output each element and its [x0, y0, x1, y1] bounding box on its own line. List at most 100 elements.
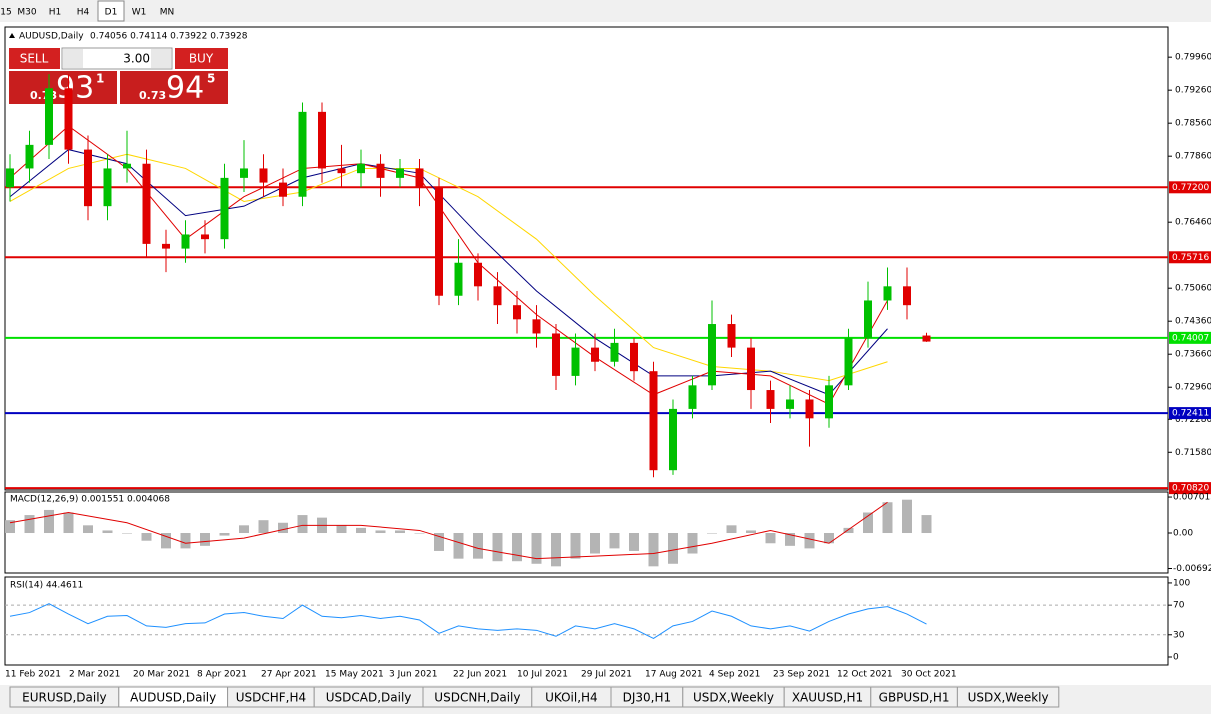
tab[interactable] [956, 686, 1060, 708]
candle-body [415, 168, 424, 188]
tab-label[interactable]: XAUUSD,H1 [792, 691, 863, 705]
tab-label[interactable]: USDCAD,Daily [326, 691, 412, 705]
candle-body [259, 168, 268, 183]
candle-body [103, 168, 112, 207]
level-label: 0.74007 [1172, 333, 1209, 343]
candle-body [766, 390, 775, 409]
timeframe-button[interactable] [126, 1, 152, 21]
date-label: 2 Mar 2021 [69, 670, 120, 680]
date-label: 10 Jul 2021 [517, 670, 568, 680]
tab-label[interactable]: GBPUSD,H1 [879, 691, 950, 705]
trade-panel: SELL 3.00 BUY 0.73 93 1 0.73 94 5 [9, 47, 228, 106]
candle-body [337, 168, 346, 174]
macd-bar [141, 533, 152, 541]
volume-box[interactable] [61, 47, 173, 70]
timeframe-button[interactable] [97, 0, 125, 22]
macd-bar [843, 527, 854, 534]
tab-label[interactable]: EURUSD,Daily [22, 691, 107, 705]
timeframe-label[interactable]: W1 [132, 8, 147, 18]
ask-box[interactable] [120, 71, 228, 104]
candle-body [571, 347, 580, 376]
level-tag [1169, 331, 1211, 344]
macd-bar [512, 533, 522, 562]
moving-average [9, 153, 888, 382]
timeframe-label[interactable]: D1 [105, 8, 118, 18]
candle-body [786, 399, 794, 409]
candle-body [240, 168, 248, 178]
sell-button[interactable] [9, 48, 60, 69]
volume-up[interactable] [151, 49, 171, 68]
y-tick-label: 0.79260 [1175, 86, 1211, 96]
macd-bar [551, 533, 561, 567]
tab-label[interactable]: USDX,Weekly [968, 691, 1049, 705]
macd-bar [590, 533, 600, 554]
timeframe-label[interactable]: H4 [77, 8, 90, 18]
candle-body [688, 385, 697, 409]
y-tick-label: 0.78560 [1175, 119, 1211, 129]
macd-bar [239, 525, 249, 534]
candle-body [513, 305, 521, 320]
macd-bar [668, 533, 678, 564]
level-tag [1169, 181, 1211, 194]
y-tick-label: 0.71580 [1175, 448, 1211, 458]
date-label: 30 Oct 2021 [901, 670, 957, 680]
date-label: 4 Sep 2021 [709, 670, 760, 680]
tab-label[interactable]: USDCHF,H4 [236, 691, 306, 705]
y-tick-label: 0.72960 [1175, 383, 1211, 393]
ask-prefix: 0.73 [139, 89, 166, 102]
macd-bar [219, 533, 230, 536]
collapse-icon [9, 33, 15, 38]
y-tick-label: 0.73660 [1175, 350, 1211, 360]
macd-bar [707, 533, 717, 534]
candle-body [201, 234, 209, 240]
buy-button[interactable] [175, 48, 228, 69]
timeframe-label[interactable]: M30 [17, 8, 36, 18]
level-label: 0.77200 [1172, 183, 1209, 193]
date-label: 15 May 2021 [325, 670, 384, 680]
timeframe-button[interactable] [154, 1, 180, 21]
candle-body [45, 88, 53, 145]
main-panel [4, 26, 1169, 491]
timeframe-button[interactable] [0, 1, 12, 21]
macd-bar [200, 533, 210, 546]
candle-body [669, 408, 677, 471]
tab-label[interactable]: USDCNH,Daily [434, 691, 520, 705]
timeframe-button[interactable] [14, 1, 40, 21]
timeframe-button[interactable] [42, 1, 68, 21]
rsi-tick-label: 100 [1173, 578, 1190, 588]
macd-bar [746, 530, 756, 534]
buy-label[interactable]: BUY [189, 52, 214, 66]
macd-bar [473, 533, 483, 559]
tab-label[interactable]: UKOil,H4 [545, 691, 598, 705]
volume[interactable]: 3.00 [123, 52, 150, 66]
sell-label[interactable]: SELL [20, 52, 49, 66]
tab-label[interactable]: USDX,Weekly [693, 691, 774, 705]
tab-label[interactable]: DJ30,H1 [623, 691, 672, 705]
ask-small: 5 [207, 72, 215, 86]
level-label: 0.75716 [1172, 253, 1209, 263]
timeframe-label[interactable]: 15 [0, 8, 11, 18]
macd-bar [161, 533, 171, 549]
candle-body [747, 347, 755, 391]
macd-tick-label: -0.006923 [1173, 564, 1211, 574]
macd-bar [395, 530, 405, 534]
macd-bar [902, 499, 912, 534]
candle-body [396, 168, 404, 178]
bid-prefix: 0.73 [30, 89, 57, 102]
timeframe-label[interactable]: MN [160, 8, 175, 18]
macd-bar [921, 515, 932, 534]
candle-body [318, 111, 326, 169]
candle-body [844, 338, 853, 386]
rsi-panel [4, 576, 1169, 666]
bid-big: 93 [56, 71, 94, 106]
tab-label[interactable]: AUDUSD,Daily [130, 691, 216, 705]
candle-body [630, 342, 638, 372]
candle-body [649, 371, 658, 471]
bid-box[interactable] [9, 71, 117, 104]
y-tick-label: 0.75060 [1175, 284, 1211, 294]
timeframe-button[interactable] [70, 1, 96, 21]
timeframe-label[interactable]: H1 [49, 8, 62, 18]
candle-body [493, 286, 502, 306]
candle-body [376, 163, 385, 178]
volume-down[interactable] [63, 49, 83, 68]
